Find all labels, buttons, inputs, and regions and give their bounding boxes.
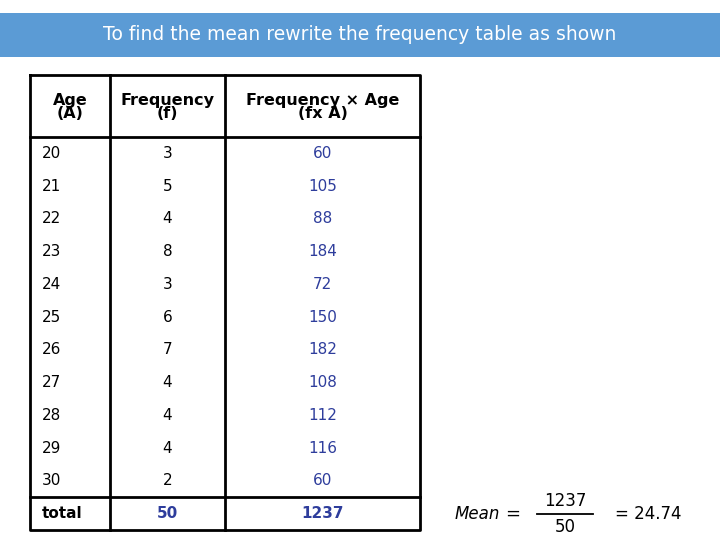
Text: 72: 72 (313, 277, 332, 292)
Text: 150: 150 (308, 309, 337, 325)
Text: To find the mean rewrite the frequency table as shown: To find the mean rewrite the frequency t… (103, 25, 617, 44)
Text: 6: 6 (163, 309, 172, 325)
Text: 50: 50 (157, 506, 178, 521)
Text: 2: 2 (163, 474, 172, 488)
Text: 112: 112 (308, 408, 337, 423)
Text: 8: 8 (163, 244, 172, 259)
Text: 22: 22 (42, 211, 61, 226)
Text: 26: 26 (42, 342, 61, 357)
Text: =: = (505, 504, 521, 523)
Text: 116: 116 (308, 441, 337, 456)
Text: 28: 28 (42, 408, 61, 423)
Text: 30: 30 (42, 474, 61, 488)
Text: 4: 4 (163, 211, 172, 226)
Text: 88: 88 (313, 211, 332, 226)
Text: 24: 24 (42, 277, 61, 292)
Text: 3: 3 (163, 277, 172, 292)
Text: 5: 5 (163, 179, 172, 194)
Text: Mean: Mean (455, 504, 500, 523)
Text: 184: 184 (308, 244, 337, 259)
Text: (fx A): (fx A) (297, 106, 348, 122)
Text: 3: 3 (163, 146, 172, 161)
Text: 21: 21 (42, 179, 61, 194)
Text: (A): (A) (57, 106, 84, 122)
Text: total: total (42, 506, 83, 521)
Text: 1237: 1237 (544, 491, 586, 510)
Text: 105: 105 (308, 179, 337, 194)
Text: 182: 182 (308, 342, 337, 357)
Text: 25: 25 (42, 309, 61, 325)
Text: 23: 23 (42, 244, 61, 259)
Text: Frequency × Age: Frequency × Age (246, 92, 399, 107)
Text: 50: 50 (554, 518, 575, 536)
Text: 1237: 1237 (301, 506, 343, 521)
Text: 7: 7 (163, 342, 172, 357)
Text: Age: Age (53, 92, 87, 107)
Text: 4: 4 (163, 441, 172, 456)
Bar (0, 13, 720, 57)
Text: 29: 29 (42, 441, 61, 456)
Text: 20: 20 (42, 146, 61, 161)
Text: 60: 60 (312, 146, 332, 161)
Text: = 24.74: = 24.74 (615, 504, 682, 523)
Text: 4: 4 (163, 408, 172, 423)
Text: 27: 27 (42, 375, 61, 390)
Text: 4: 4 (163, 375, 172, 390)
Text: 108: 108 (308, 375, 337, 390)
Text: 60: 60 (312, 474, 332, 488)
Text: Frequency: Frequency (120, 92, 215, 107)
Text: (f): (f) (157, 106, 179, 122)
